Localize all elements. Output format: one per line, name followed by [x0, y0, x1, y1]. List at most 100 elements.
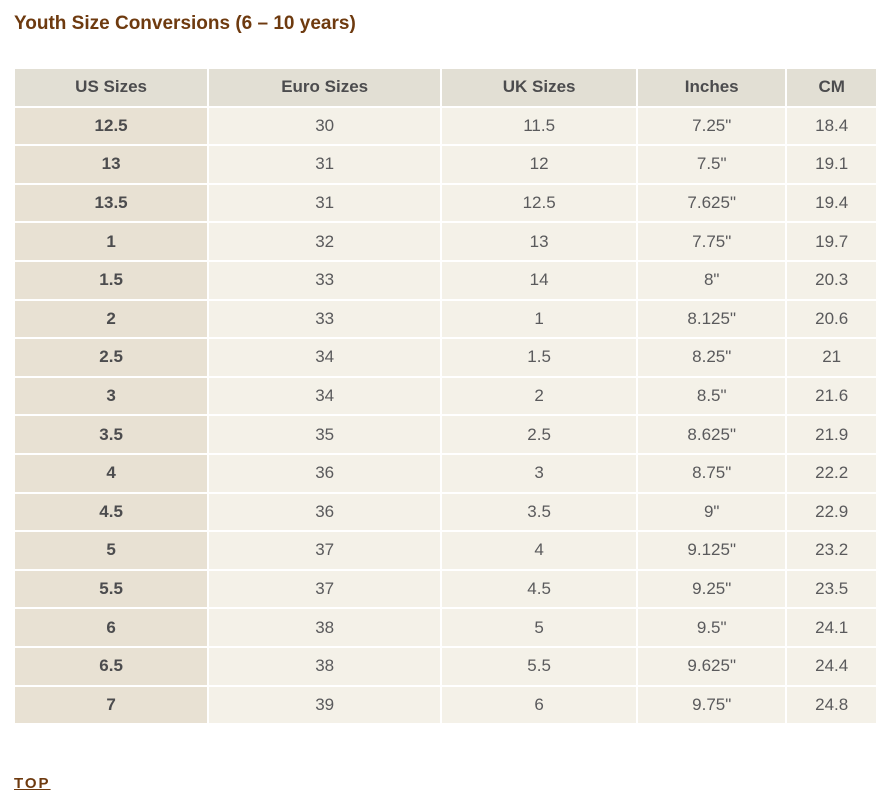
size-cell: 8.5": [636, 375, 788, 417]
table-body: 12.5 30 11.5 7.25" 18.4 13 31 12 7.5" 19.1 13.5 31 1…: [12, 105, 878, 726]
size-cell: 21: [785, 337, 878, 378]
table-row: 12.5 30 11.5 7.25" 18.4: [12, 105, 878, 147]
size-cell: 20.3: [785, 259, 878, 301]
table-row: 7 39 6 9.75" 24.8: [12, 684, 878, 726]
size-cell: 34: [207, 375, 443, 417]
size-cell: 7.25": [636, 105, 788, 147]
size-cell: 19.4: [785, 182, 878, 224]
size-cell: 22.2: [785, 452, 878, 494]
size-cell: 4: [440, 530, 639, 571]
table-row: 1 32 13 7.75" 19.7: [12, 221, 878, 262]
size-cell: 19.1: [785, 144, 878, 185]
size-chart-page: Youth Size Conversions (6 – 10 years) US…: [0, 13, 892, 726]
size-cell: 7.75": [636, 221, 788, 262]
table-row: 3.5 35 2.5 8.625" 21.9: [12, 414, 878, 455]
size-cell: 9.75": [636, 684, 788, 726]
table-row: 4 36 3 8.75" 22.2: [12, 452, 878, 494]
table-row: 13 31 12 7.5" 19.1: [12, 144, 878, 185]
size-cell: 13: [440, 221, 639, 262]
size-cell: 24.8: [785, 684, 878, 726]
us-size-cell: 6: [12, 607, 210, 648]
size-cell: 6: [440, 684, 639, 726]
size-cell: 35: [207, 414, 443, 455]
size-cell: 36: [207, 452, 443, 494]
table-row: 6 38 5 9.5" 24.1: [12, 607, 878, 648]
us-size-cell: 4.5: [12, 491, 210, 533]
us-size-cell: 1: [12, 221, 210, 262]
size-cell: 8.625": [636, 414, 788, 455]
size-cell: 22.9: [785, 491, 878, 533]
size-cell: 23.5: [785, 568, 878, 610]
size-cell: 1.5: [440, 337, 639, 378]
column-header: CM: [785, 67, 878, 108]
size-cell: 37: [207, 568, 443, 610]
size-cell: 24.4: [785, 645, 878, 687]
size-cell: 39: [207, 684, 443, 726]
size-cell: 30: [207, 105, 443, 147]
size-cell: 20.6: [785, 298, 878, 340]
size-cell: 31: [207, 182, 443, 224]
us-size-cell: 1.5: [12, 259, 210, 301]
us-size-cell: 13: [12, 144, 210, 185]
column-header: UK Sizes: [440, 67, 639, 108]
size-cell: 5: [440, 607, 639, 648]
size-cell: 8.125": [636, 298, 788, 340]
size-cell: 12.5: [440, 182, 639, 224]
size-cell: 9.625": [636, 645, 788, 687]
us-size-cell: 2.5: [12, 337, 210, 378]
us-size-cell: 3.5: [12, 414, 210, 455]
column-header: US Sizes: [12, 67, 210, 108]
column-header: Euro Sizes: [207, 67, 443, 108]
size-cell: 9.25": [636, 568, 788, 610]
size-cell: 12: [440, 144, 639, 185]
us-size-cell: 7: [12, 684, 210, 726]
size-cell: 9": [636, 491, 788, 533]
size-cell: 9.5": [636, 607, 788, 648]
size-cell: 8.75": [636, 452, 788, 494]
size-cell: 31: [207, 144, 443, 185]
size-cell: 21.9: [785, 414, 878, 455]
table-row: 1.5 33 14 8" 20.3: [12, 259, 878, 301]
size-cell: 9.125": [636, 530, 788, 571]
page-title: Youth Size Conversions (6 – 10 years): [14, 13, 356, 34]
size-cell: 23.2: [785, 530, 878, 571]
size-cell: 38: [207, 645, 443, 687]
size-cell: 8.25": [636, 337, 788, 378]
column-header: Inches: [636, 67, 788, 108]
size-cell: 1: [440, 298, 639, 340]
size-cell: 14: [440, 259, 639, 301]
size-cell: 21.6: [785, 375, 878, 417]
table-header-row: US Sizes Euro Sizes UK Sizes Inches CM: [12, 67, 878, 108]
size-cell: 24.1: [785, 607, 878, 648]
size-cell: 19.7: [785, 221, 878, 262]
size-cell: 8": [636, 259, 788, 301]
top-link[interactable]: TOP: [14, 775, 51, 792]
us-size-cell: 6.5: [12, 645, 210, 687]
size-cell: 38: [207, 607, 443, 648]
size-cell: 33: [207, 259, 443, 301]
table-row: 5 37 4 9.125" 23.2: [12, 530, 878, 571]
size-cell: 7.5": [636, 144, 788, 185]
table-row: 2 33 1 8.125" 20.6: [12, 298, 878, 340]
us-size-cell: 5: [12, 530, 210, 571]
us-size-cell: 4: [12, 452, 210, 494]
size-cell: 11.5: [440, 105, 639, 147]
us-size-cell: 3: [12, 375, 210, 417]
size-cell: 2.5: [440, 414, 639, 455]
table-row: 2.5 34 1.5 8.25" 21: [12, 337, 878, 378]
size-cell: 7.625": [636, 182, 788, 224]
youth-size-conversion-table: US Sizes Euro Sizes UK Sizes Inches CM 12.5 3…: [12, 67, 878, 726]
table-row: 4.5 36 3.5 9" 22.9: [12, 491, 878, 533]
us-size-cell: 5.5: [12, 568, 210, 610]
size-cell: 32: [207, 221, 443, 262]
size-cell: 4.5: [440, 568, 639, 610]
size-cell: 5.5: [440, 645, 639, 687]
table-row: 6.5 38 5.5 9.625" 24.4: [12, 645, 878, 687]
us-size-cell: 12.5: [12, 105, 210, 147]
table-row: 13.5 31 12.5 7.625" 19.4: [12, 182, 878, 224]
table-row: 5.5 37 4.5 9.25" 23.5: [12, 568, 878, 610]
size-cell: 3.5: [440, 491, 639, 533]
size-cell: 18.4: [785, 105, 878, 147]
size-cell: 36: [207, 491, 443, 533]
size-cell: 34: [207, 337, 443, 378]
